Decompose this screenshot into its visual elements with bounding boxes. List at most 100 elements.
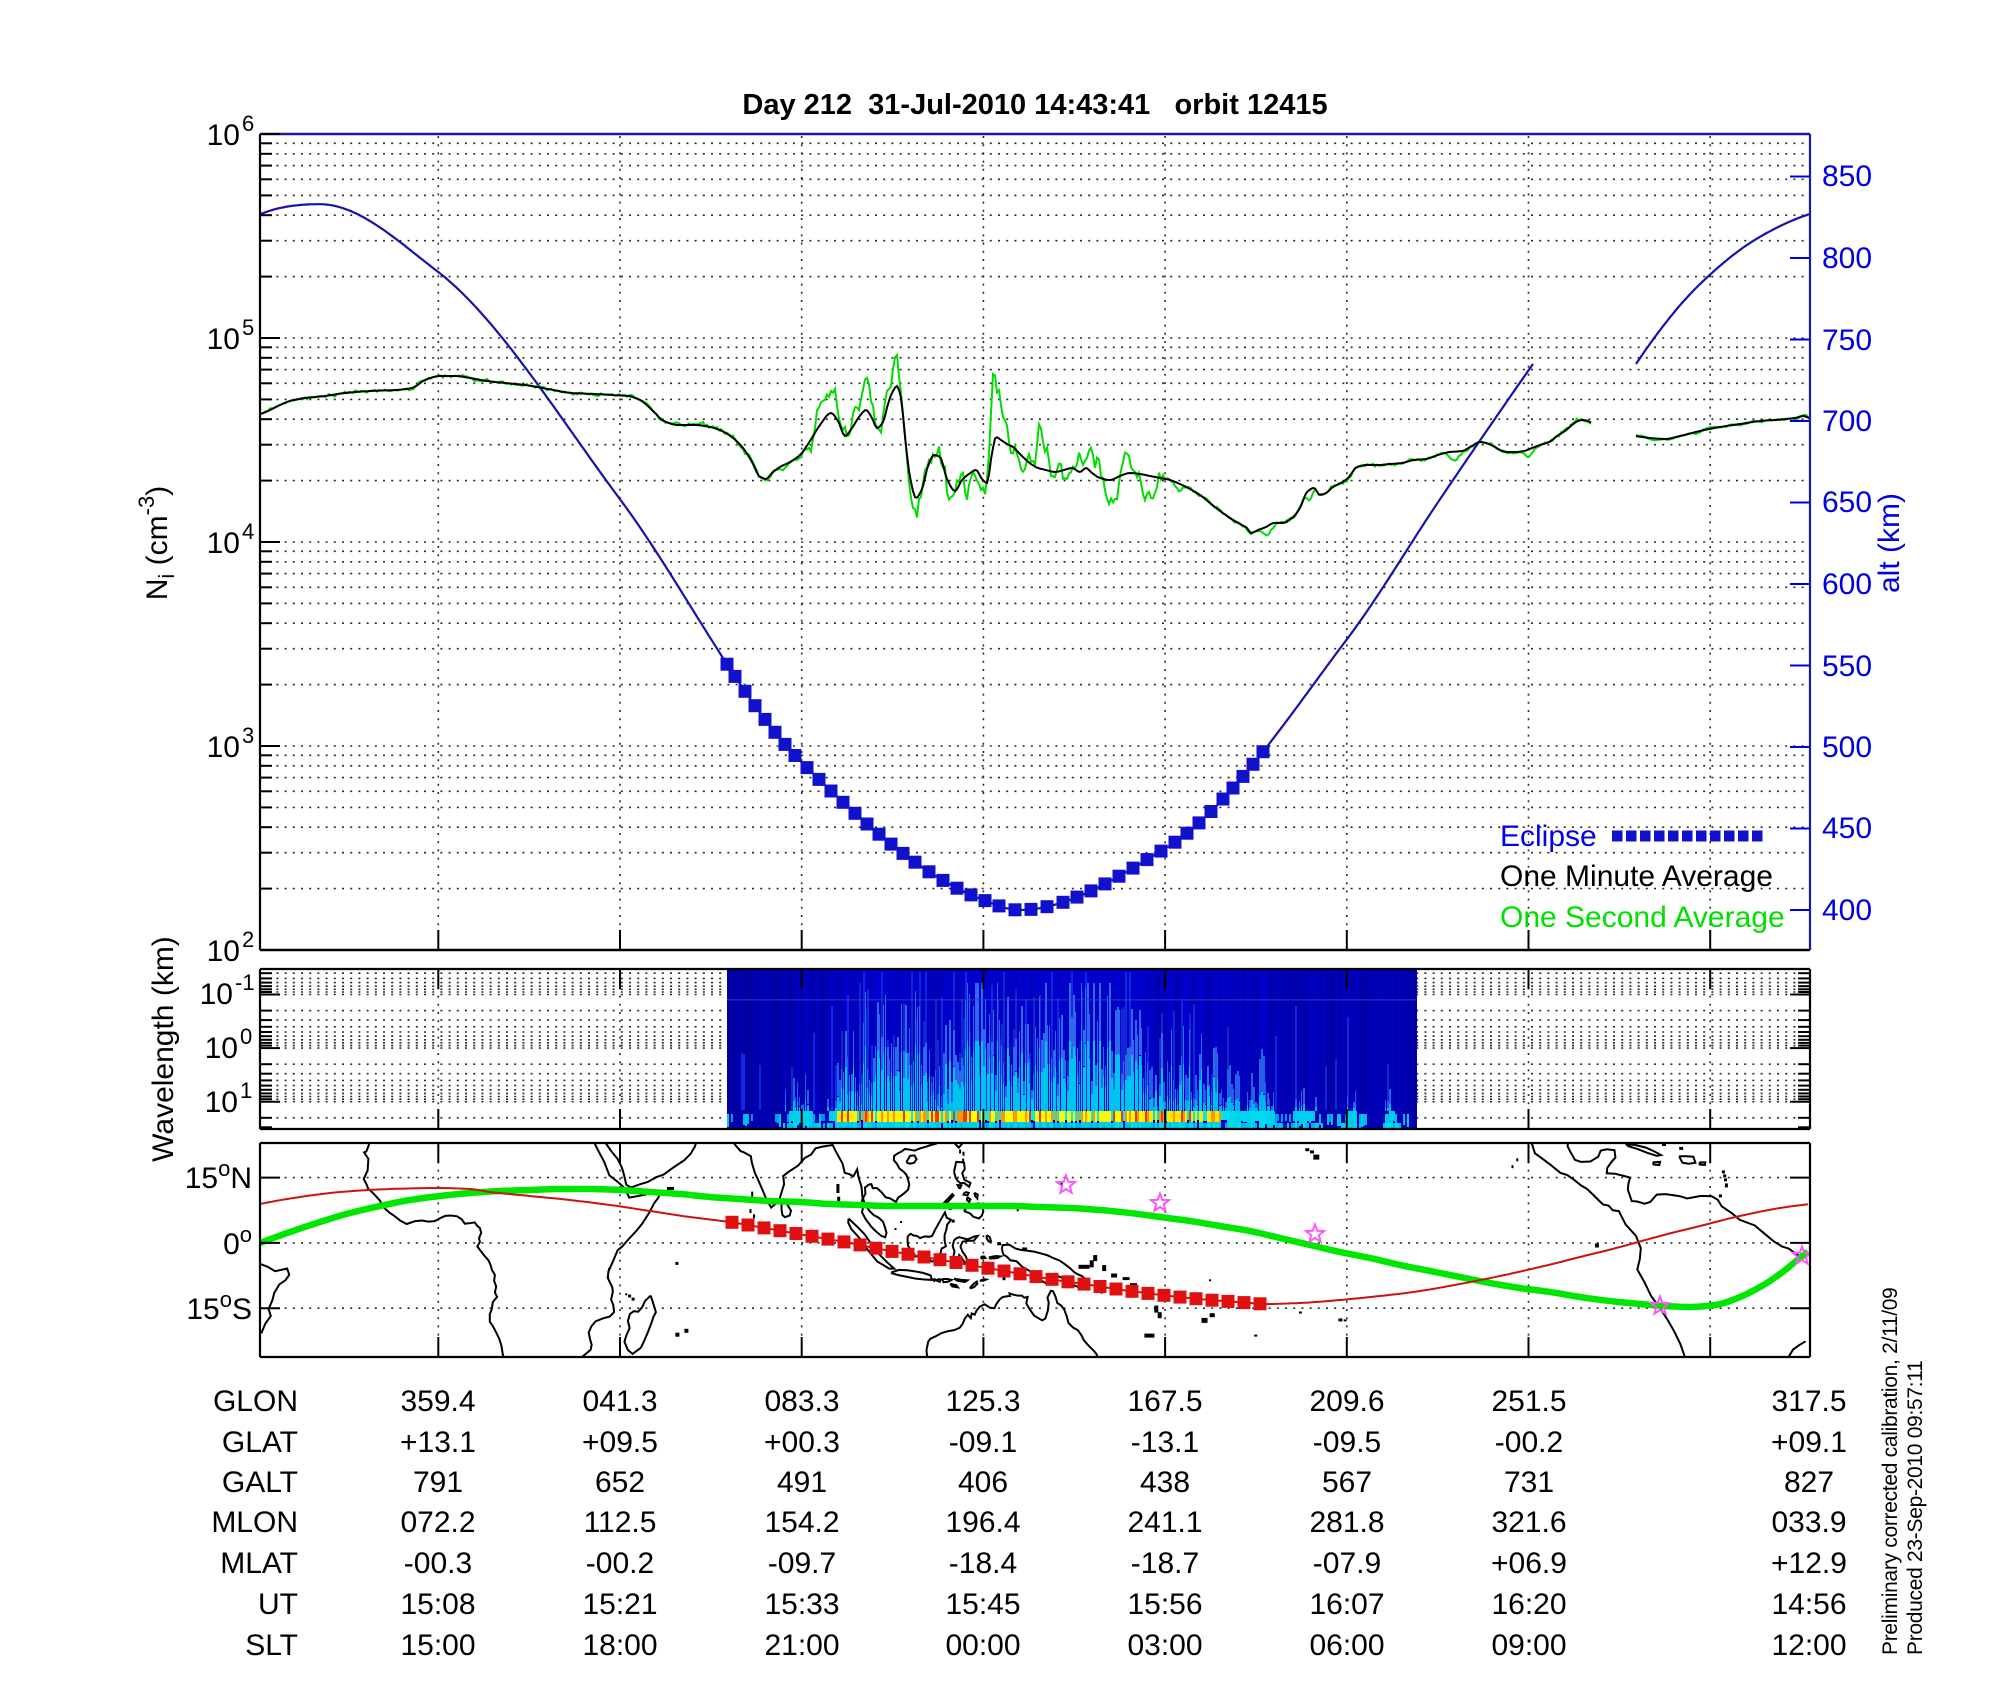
svg-text:-00.3: -00.3 [404,1547,472,1580]
svg-text:438: 438 [1140,1466,1190,1499]
svg-text:10: 10 [200,978,233,1011]
svg-text:550: 550 [1822,650,1872,683]
svg-text:15:21: 15:21 [582,1588,657,1621]
svg-text:-09.7: -09.7 [768,1547,836,1580]
svg-text:-18.4: -18.4 [949,1547,1017,1580]
svg-text:+09.1: +09.1 [1771,1426,1847,1459]
svg-text:Wavelength (km): Wavelength (km) [147,936,180,1162]
svg-text:5: 5 [242,315,254,340]
svg-text:15oS: 15oS [186,1287,252,1326]
svg-text:+06.9: +06.9 [1491,1547,1567,1580]
svg-text:-1: -1 [235,970,255,995]
svg-text:00:00: 00:00 [945,1629,1020,1662]
svg-text:16:07: 16:07 [1309,1588,1384,1621]
svg-text:Ni (cm-3): Ni (cm-3) [134,486,179,600]
svg-text:09:00: 09:00 [1491,1629,1566,1662]
svg-text:2: 2 [242,927,254,952]
svg-text:15:08: 15:08 [400,1588,475,1621]
svg-text:06:00: 06:00 [1309,1629,1384,1662]
svg-text:18:00: 18:00 [582,1629,657,1662]
svg-text:-00.2: -00.2 [1495,1426,1563,1459]
svg-text:GALT: GALT [222,1466,298,1499]
svg-text:400: 400 [1822,894,1872,927]
svg-text:3: 3 [242,723,254,748]
svg-text:083.3: 083.3 [764,1385,839,1418]
svg-text:112.5: 112.5 [584,1506,657,1539]
svg-text:209.6: 209.6 [1309,1385,1384,1418]
svg-text:15oN: 15oN [185,1156,252,1195]
svg-text:GLAT: GLAT [222,1426,298,1459]
svg-text:281.8: 281.8 [1309,1506,1384,1539]
svg-text:-09.5: -09.5 [1313,1426,1381,1459]
svg-text:Produced 23-Sep-2010 09:57:11: Produced 23-Sep-2010 09:57:11 [1904,1361,1927,1655]
svg-text:alt (km): alt (km) [1873,493,1906,593]
svg-text:-18.7: -18.7 [1131,1547,1199,1580]
svg-text:Day 212 31-Jul-2010 14:43:41: Day 212 31-Jul-2010 14:43:41 orbit 12415 [742,89,1327,121]
svg-text:850: 850 [1822,160,1872,193]
svg-text:SLT: SLT [245,1629,298,1662]
svg-text:6: 6 [242,111,254,136]
svg-text:GLON: GLON [213,1385,298,1418]
svg-text:-09.1: -09.1 [949,1426,1017,1459]
svg-text:750: 750 [1822,324,1872,357]
svg-text:-07.9: -07.9 [1313,1547,1381,1580]
svg-text:+09.5: +09.5 [582,1426,658,1459]
svg-text:UT: UT [258,1588,298,1621]
svg-text:491: 491 [777,1466,827,1499]
svg-text:0: 0 [240,1024,252,1049]
svg-text:406: 406 [958,1466,1008,1499]
svg-text:10: 10 [207,935,240,968]
svg-text:791: 791 [413,1466,463,1499]
svg-text:10: 10 [207,323,240,356]
svg-text:MLAT: MLAT [220,1547,298,1580]
svg-text:12:00: 12:00 [1771,1629,1846,1662]
svg-text:One Minute Average: One Minute Average [1500,860,1773,893]
svg-text:15:00: 15:00 [400,1629,475,1662]
svg-text:16:20: 16:20 [1491,1588,1566,1621]
svg-text:MLON: MLON [211,1506,298,1539]
svg-text:+13.1: +13.1 [400,1426,476,1459]
svg-text:359.4: 359.4 [400,1385,475,1418]
svg-text:652: 652 [595,1466,645,1499]
svg-text:196.4: 196.4 [945,1506,1020,1539]
svg-text:251.5: 251.5 [1491,1385,1566,1418]
svg-text:072.2: 072.2 [400,1506,475,1539]
svg-text:21:00: 21:00 [764,1629,839,1662]
svg-text:15:33: 15:33 [764,1588,839,1621]
svg-text:-00.2: -00.2 [586,1547,654,1580]
svg-text:+12.9: +12.9 [1771,1547,1847,1580]
svg-text:125.3: 125.3 [945,1385,1020,1418]
svg-text:731: 731 [1504,1466,1554,1499]
svg-text:03:00: 03:00 [1127,1629,1202,1662]
svg-text:10: 10 [207,527,240,560]
svg-text:650: 650 [1822,486,1872,519]
svg-text:15:45: 15:45 [945,1588,1020,1621]
svg-text:450: 450 [1822,812,1872,845]
svg-text:321.6: 321.6 [1491,1506,1566,1539]
svg-text:033.9: 033.9 [1771,1506,1846,1539]
svg-text:One Second Average: One Second Average [1500,901,1785,934]
svg-text:10: 10 [207,731,240,764]
svg-text:827: 827 [1784,1466,1834,1499]
svg-text:14:56: 14:56 [1771,1588,1846,1621]
svg-text:600: 600 [1822,568,1872,601]
svg-text:1: 1 [240,1078,252,1103]
svg-text:154.2: 154.2 [764,1506,839,1539]
svg-text:317.5: 317.5 [1771,1385,1846,1418]
svg-text:15:56: 15:56 [1127,1588,1202,1621]
svg-text:700: 700 [1822,405,1872,438]
svg-text:10: 10 [205,1032,238,1065]
svg-text:167.5: 167.5 [1127,1385,1202,1418]
svg-text:10: 10 [207,119,240,152]
svg-text:4: 4 [242,519,254,544]
svg-text:041.3: 041.3 [582,1385,657,1418]
svg-text:241.1: 241.1 [1127,1506,1202,1539]
svg-text:+00.3: +00.3 [764,1426,840,1459]
svg-text:Preliminary corrected calibrat: Preliminary corrected calibration, 2/11/… [1879,1287,1902,1655]
svg-text:567: 567 [1322,1466,1372,1499]
svg-text:10: 10 [205,1086,238,1119]
svg-text:-13.1: -13.1 [1131,1426,1199,1459]
svg-text:500: 500 [1822,731,1872,764]
svg-text:Eclipse: Eclipse [1500,820,1597,853]
svg-text:800: 800 [1822,242,1872,275]
